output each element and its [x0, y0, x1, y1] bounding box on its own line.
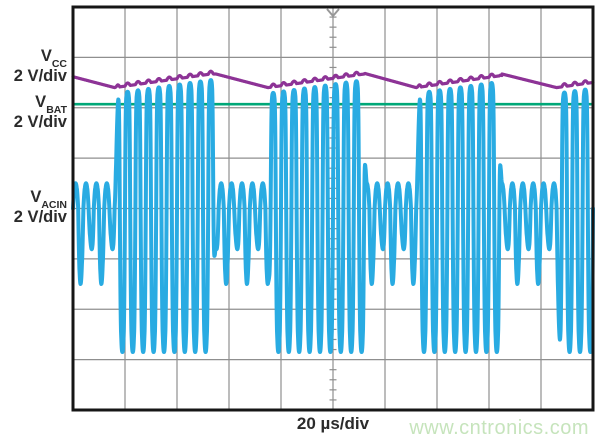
vacin-name: VACIN: [30, 188, 67, 212]
watermark: www.cntronics.com: [409, 417, 589, 439]
channel-label-vcc: VCC 2 V/div: [0, 46, 67, 86]
channel-label-vbat: VBAT 2 V/div: [0, 92, 67, 132]
vcc-scale: 2 V/div: [13, 67, 67, 85]
vacin-scale: 2 V/div: [13, 208, 67, 226]
vcc-name: VCC: [40, 47, 67, 71]
vbat-name: VBAT: [35, 93, 67, 117]
timebase-label: 20 µs/div: [296, 414, 370, 433]
channel-label-vacin: VACIN 2 V/div: [0, 187, 67, 227]
vbat-scale: 2 V/div: [13, 113, 67, 131]
